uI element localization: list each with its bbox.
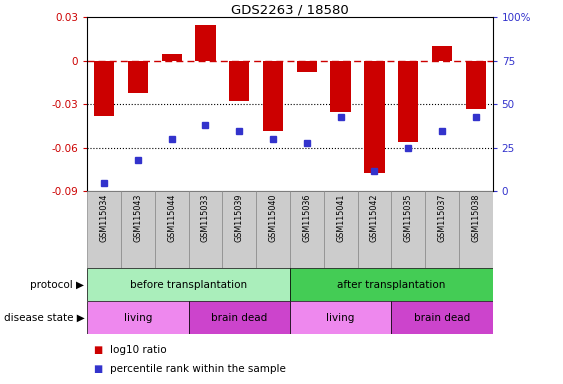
Title: GDS2263 / 18580: GDS2263 / 18580 — [231, 3, 349, 16]
Bar — [398, 61, 418, 142]
Text: disease state ▶: disease state ▶ — [4, 313, 84, 323]
Bar — [195, 25, 216, 61]
Bar — [229, 61, 249, 101]
Bar — [290, 268, 493, 301]
Text: brain dead: brain dead — [211, 313, 267, 323]
Bar — [87, 192, 121, 268]
Text: percentile rank within the sample: percentile rank within the sample — [110, 364, 285, 374]
Text: GSM115043: GSM115043 — [133, 194, 142, 242]
Text: living: living — [124, 313, 152, 323]
Text: GSM115040: GSM115040 — [269, 194, 278, 242]
Text: ■: ■ — [93, 364, 102, 374]
Bar — [425, 192, 459, 268]
Text: GSM115039: GSM115039 — [235, 194, 244, 242]
Bar — [290, 301, 391, 334]
Bar — [324, 192, 358, 268]
Text: GSM115033: GSM115033 — [201, 194, 210, 242]
Bar — [128, 61, 148, 93]
Text: GSM115044: GSM115044 — [167, 194, 176, 242]
Text: living: living — [327, 313, 355, 323]
Text: brain dead: brain dead — [414, 313, 470, 323]
Text: GSM115038: GSM115038 — [471, 194, 480, 242]
Bar — [263, 61, 283, 131]
Text: after transplantation: after transplantation — [337, 280, 445, 290]
Bar — [94, 61, 114, 116]
Bar — [87, 268, 290, 301]
Text: protocol ▶: protocol ▶ — [30, 280, 84, 290]
Bar — [189, 192, 222, 268]
Bar — [297, 61, 317, 73]
Bar — [155, 192, 189, 268]
Text: before transplantation: before transplantation — [130, 280, 247, 290]
Bar — [87, 301, 189, 334]
Bar — [466, 61, 486, 109]
Text: GSM115036: GSM115036 — [302, 194, 311, 242]
Bar — [391, 192, 425, 268]
Text: GSM115042: GSM115042 — [370, 194, 379, 242]
Bar — [459, 192, 493, 268]
Text: GSM115034: GSM115034 — [100, 194, 109, 242]
Bar — [256, 192, 290, 268]
Bar — [121, 192, 155, 268]
Bar — [364, 61, 385, 172]
Text: GSM115035: GSM115035 — [404, 194, 413, 242]
Text: ■: ■ — [93, 345, 102, 355]
Bar — [189, 301, 290, 334]
Bar — [391, 301, 493, 334]
Bar — [222, 192, 256, 268]
Bar — [290, 192, 324, 268]
Text: GSM115037: GSM115037 — [437, 194, 446, 242]
Text: log10 ratio: log10 ratio — [110, 345, 167, 355]
Text: GSM115041: GSM115041 — [336, 194, 345, 242]
Bar — [330, 61, 351, 112]
Bar — [162, 54, 182, 61]
Bar — [432, 46, 452, 61]
Bar — [358, 192, 391, 268]
